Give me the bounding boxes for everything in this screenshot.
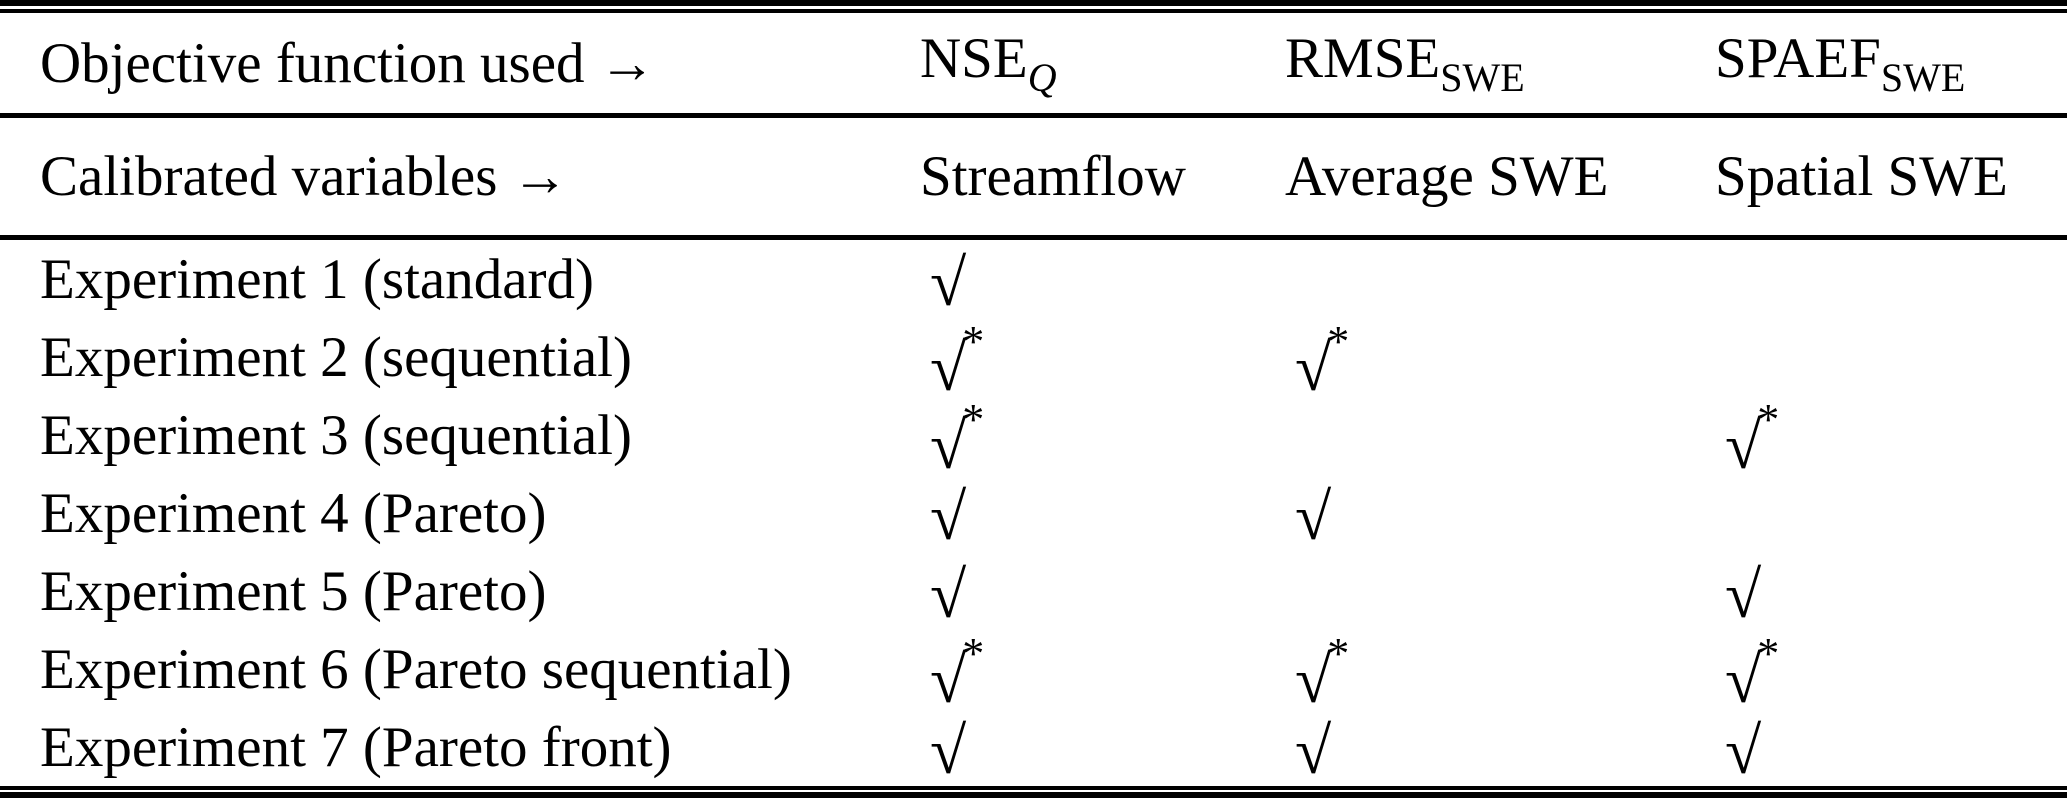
metric-spaef-subscript: SWE (1880, 54, 1966, 100)
metric-spaef-base: SPAEF (1715, 26, 1881, 90)
variable-streamflow: Streamflow (920, 145, 1186, 208)
variable-spatial-swe: Spatial SWE (1715, 145, 2008, 208)
bottom-rule-gap (0, 790, 2067, 792)
metric-rmse-swe: RMSESWE (1285, 26, 1715, 101)
top-rule-gap (0, 6, 2067, 9)
check-cell-nse: √ (930, 559, 967, 632)
metric-nse-base: NSE (920, 26, 1028, 90)
metric-rmse-subscript: SWE (1440, 54, 1525, 100)
experiment-label: Experiment 2 (sequential) (40, 325, 632, 389)
check-cell-nse: √* (930, 317, 985, 405)
check-cell-spaef: √ (1725, 559, 1762, 632)
header-divider-rule-2 (0, 235, 2067, 240)
header-row-calibrated-variables: Calibrated variables → Streamflow Averag… (0, 118, 2067, 235)
check-cell-rmse: √* (1295, 629, 1350, 717)
experiment-label: Experiment 3 (sequential) (40, 403, 632, 467)
metric-rmse-base: RMSE (1285, 26, 1441, 90)
experiment-label: Experiment 7 (Pareto front) (40, 715, 672, 779)
objective-function-used-label: Objective function used → (40, 31, 656, 95)
check-cell-spaef (1715, 262, 2067, 296)
table-row-experiment-3: Experiment 3 (sequential) √* √* (0, 395, 2067, 483)
check-cell-nse: √* (930, 395, 985, 483)
header-divider-rule-1 (0, 113, 2067, 118)
check-cell-spaef (1715, 496, 2067, 530)
table-row-experiment-4: Experiment 4 (Pareto) √ √ (0, 474, 2067, 552)
check-cell-nse: √ (930, 715, 967, 788)
metric-nse-subscript: Q (1027, 54, 1057, 100)
metric-nse-q: NSEQ (920, 26, 1285, 101)
check-cell-rmse: √* (1295, 317, 1350, 405)
check-cell-spaef: √ (1725, 715, 1762, 788)
experiment-label: Experiment 4 (Pareto) (40, 481, 547, 545)
table-row-experiment-1: Experiment 1 (standard) √ (0, 240, 2067, 318)
header-row-objective-functions: Objective function used → NSEQ RMSESWE S… (0, 13, 2067, 113)
variable-average-swe: Average SWE (1285, 145, 1609, 208)
bottom-rule-thick (0, 792, 2067, 798)
calibrated-variables-label: Calibrated variables → (40, 145, 569, 208)
experiment-label: Experiment 1 (standard) (40, 247, 594, 311)
check-cell-rmse: √ (1295, 715, 1332, 788)
experiment-label: Experiment 5 (Pareto) (40, 559, 547, 623)
check-cell-nse: √ (930, 481, 967, 554)
table-row-experiment-5: Experiment 5 (Pareto) √ √ (0, 552, 2067, 630)
check-cell-nse: √ (930, 247, 967, 320)
table-row-experiment-7: Experiment 7 (Pareto front) √ √ √ (0, 708, 2067, 786)
metric-spaef-swe: SPAEFSWE (1715, 26, 2067, 101)
check-cell-rmse (1285, 574, 1715, 608)
table-row-experiment-2: Experiment 2 (sequential) √* √* (0, 317, 2067, 405)
check-cell-rmse (1285, 418, 1715, 452)
check-cell-rmse: √ (1295, 481, 1332, 554)
check-cell-rmse (1285, 262, 1715, 296)
top-rule-thin (0, 9, 2067, 13)
check-cell-nse: √* (930, 629, 985, 717)
top-rule-thick (0, 0, 2067, 6)
check-cell-spaef: √* (1725, 629, 1780, 717)
check-cell-spaef (1715, 340, 2067, 374)
table-row-experiment-6: Experiment 6 (Pareto sequential) √* √* √… (0, 629, 2067, 717)
bottom-rule-thin (0, 786, 2067, 790)
check-cell-spaef: √* (1725, 395, 1780, 483)
experiment-label: Experiment 6 (Pareto sequential) (40, 637, 792, 701)
